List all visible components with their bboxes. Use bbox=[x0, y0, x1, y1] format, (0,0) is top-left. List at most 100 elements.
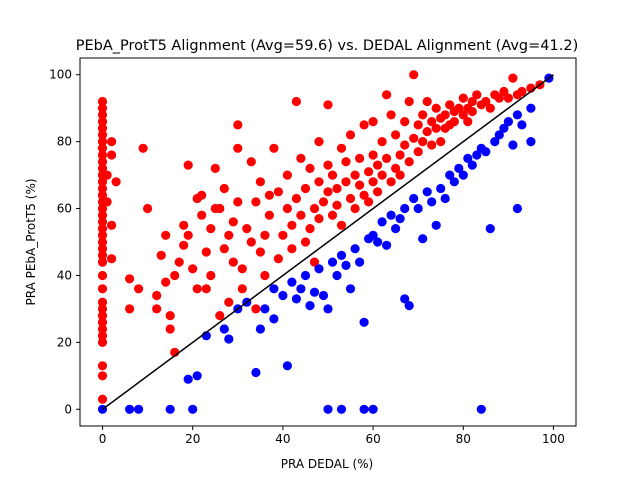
data-point bbox=[440, 193, 450, 204]
data-point bbox=[400, 294, 410, 304]
y-tick-label: 0 bbox=[64, 402, 72, 416]
chart-title: PEbA_ProtT5 Alignment (Avg=59.6) vs. DED… bbox=[76, 38, 578, 54]
data-point bbox=[300, 237, 311, 247]
data-point bbox=[219, 324, 229, 334]
data-point bbox=[512, 110, 523, 120]
data-point bbox=[395, 150, 405, 160]
y-axis-label: PRA PEbA_ProtT5 (%) bbox=[24, 178, 38, 305]
data-point bbox=[134, 284, 144, 294]
x-tick-label: 60 bbox=[365, 432, 380, 446]
y-tick-label: 100 bbox=[49, 68, 72, 82]
data-point bbox=[341, 157, 351, 167]
data-point bbox=[526, 103, 536, 113]
data-point bbox=[97, 337, 108, 347]
data-point bbox=[237, 264, 247, 274]
data-point bbox=[97, 394, 108, 404]
data-point bbox=[296, 153, 306, 163]
data-point bbox=[445, 170, 455, 180]
data-point bbox=[170, 270, 180, 281]
data-point bbox=[364, 167, 374, 177]
data-point bbox=[494, 130, 504, 140]
data-point bbox=[327, 170, 338, 180]
data-point bbox=[404, 96, 414, 107]
data-point bbox=[323, 404, 333, 414]
data-point bbox=[233, 120, 243, 130]
data-point bbox=[404, 301, 414, 311]
data-point bbox=[97, 130, 108, 140]
data-point bbox=[467, 96, 477, 107]
data-point bbox=[345, 130, 356, 140]
data-point bbox=[368, 404, 378, 414]
data-point bbox=[97, 217, 108, 227]
data-point bbox=[463, 153, 473, 163]
data-point bbox=[382, 153, 392, 163]
data-point bbox=[377, 217, 387, 227]
data-point bbox=[278, 290, 288, 301]
data-point bbox=[97, 257, 108, 267]
data-point bbox=[431, 220, 441, 230]
data-point bbox=[386, 210, 396, 220]
data-point bbox=[512, 203, 523, 214]
data-point bbox=[273, 187, 283, 197]
data-point bbox=[359, 120, 369, 130]
data-point bbox=[197, 210, 207, 220]
data-point bbox=[332, 270, 342, 281]
data-point bbox=[327, 210, 338, 220]
data-point bbox=[97, 317, 108, 327]
data-point bbox=[341, 177, 351, 187]
data-point bbox=[210, 163, 220, 173]
reference-line bbox=[102, 74, 554, 410]
data-point bbox=[368, 230, 378, 240]
data-point bbox=[503, 117, 513, 127]
data-point bbox=[309, 287, 320, 297]
data-point bbox=[192, 371, 202, 381]
plot-frame bbox=[79, 57, 577, 427]
data-point bbox=[336, 143, 347, 153]
x-axis: 0 20 40 60 80 100 bbox=[99, 426, 565, 446]
data-point bbox=[246, 237, 256, 247]
data-point bbox=[377, 137, 387, 147]
data-point bbox=[138, 143, 148, 153]
data-point bbox=[224, 230, 234, 240]
data-point bbox=[314, 264, 324, 274]
data-point bbox=[97, 237, 108, 247]
data-point bbox=[228, 217, 238, 227]
data-point bbox=[327, 257, 338, 267]
data-point bbox=[107, 220, 117, 230]
data-point bbox=[97, 137, 108, 147]
data-point bbox=[255, 247, 265, 257]
data-point bbox=[458, 110, 468, 120]
data-point bbox=[485, 103, 495, 113]
data-point bbox=[445, 100, 455, 110]
data-point bbox=[260, 230, 270, 240]
data-point bbox=[431, 103, 441, 113]
data-point bbox=[255, 324, 265, 334]
data-point bbox=[300, 270, 311, 281]
data-point bbox=[323, 160, 333, 170]
data-point bbox=[183, 374, 193, 384]
data-point bbox=[300, 183, 311, 194]
data-point bbox=[97, 270, 108, 281]
data-point bbox=[237, 284, 247, 294]
data-point bbox=[305, 224, 315, 234]
data-point bbox=[97, 96, 108, 107]
data-point bbox=[219, 183, 229, 194]
data-point bbox=[382, 90, 392, 100]
data-point bbox=[413, 120, 423, 130]
data-point bbox=[97, 284, 108, 294]
data-point bbox=[97, 297, 108, 307]
y-tick-label: 40 bbox=[57, 268, 72, 282]
data-point bbox=[197, 190, 207, 200]
data-point bbox=[201, 284, 211, 294]
data-point bbox=[278, 230, 288, 240]
x-tick-label: 40 bbox=[275, 432, 290, 446]
data-point bbox=[382, 240, 392, 250]
y-tick-label: 20 bbox=[57, 335, 72, 349]
data-point bbox=[188, 264, 198, 274]
data-point bbox=[391, 130, 401, 140]
data-point bbox=[269, 143, 279, 153]
data-point bbox=[449, 177, 459, 187]
data-point bbox=[336, 250, 347, 260]
data-point bbox=[125, 274, 135, 284]
data-point bbox=[418, 234, 428, 244]
